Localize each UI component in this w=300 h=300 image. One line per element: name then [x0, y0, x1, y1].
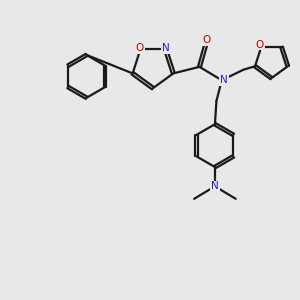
Text: O: O — [202, 35, 210, 45]
Text: N: N — [162, 43, 170, 53]
Text: O: O — [256, 40, 264, 50]
Text: O: O — [136, 43, 144, 53]
Text: N: N — [211, 181, 219, 191]
Text: N: N — [220, 75, 228, 85]
